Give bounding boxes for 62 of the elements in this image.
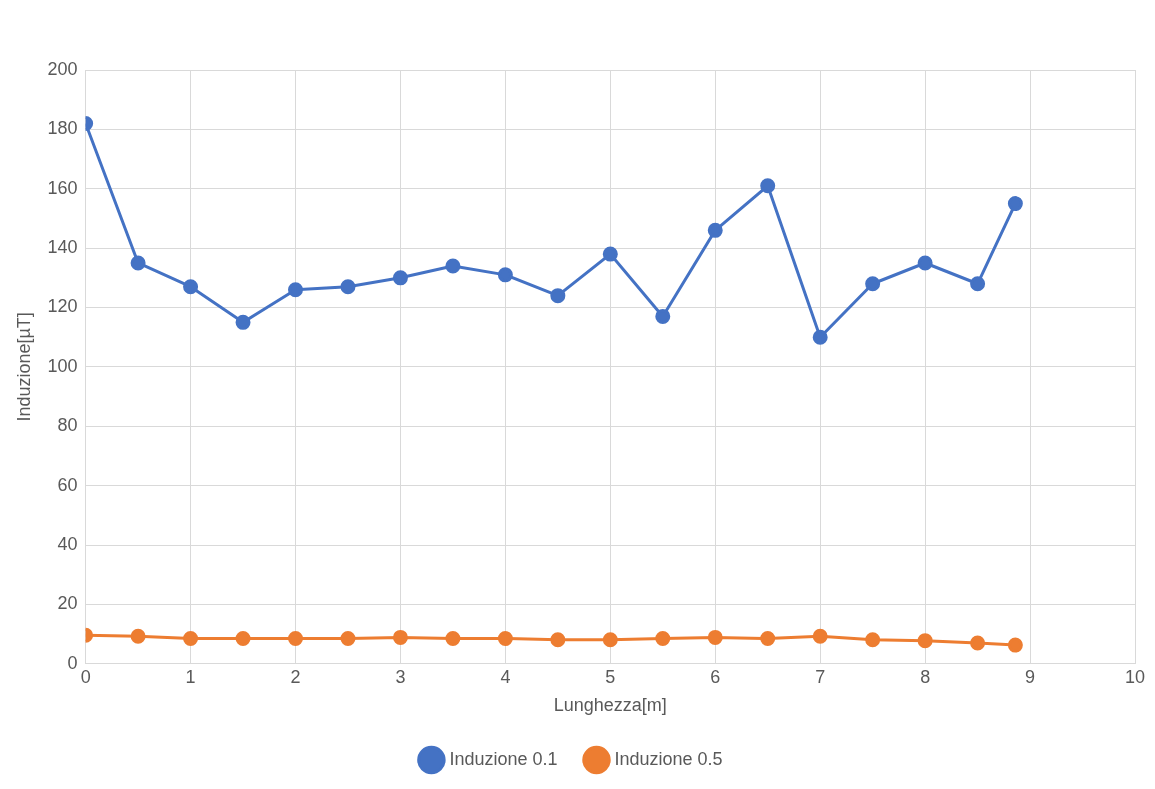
x-tick-label: 10 (1124, 666, 1146, 687)
point (1007, 637, 1023, 653)
point (340, 631, 356, 647)
point (288, 631, 304, 647)
y-tick-label: 40 (57, 534, 78, 555)
x-tick-label: 0 (80, 666, 91, 687)
x-tick-label: 8 (920, 666, 931, 687)
point (392, 629, 408, 645)
point (655, 308, 671, 324)
x-tick-label: 9 (1025, 666, 1036, 687)
point (760, 178, 776, 194)
point (183, 279, 199, 295)
point (812, 628, 828, 644)
point (130, 628, 146, 644)
point (865, 276, 881, 292)
y-tick-label: 180 (47, 118, 78, 139)
point (970, 276, 986, 292)
point (550, 288, 566, 304)
point (707, 222, 723, 238)
y-tick-label: 20 (57, 593, 78, 614)
legend-label: Induzione 0.1 (449, 748, 558, 769)
y-tick-label: 100 (47, 355, 78, 376)
point (497, 631, 513, 647)
y-tick-label: 120 (47, 296, 78, 317)
point (655, 631, 671, 647)
point (917, 633, 933, 649)
point (235, 314, 251, 330)
legend-label: Induzione 0.5 (614, 748, 723, 769)
point (1007, 196, 1023, 212)
point (392, 270, 408, 286)
x-tick-label: 5 (605, 666, 616, 687)
y-tick-label: 140 (47, 237, 78, 258)
point (707, 629, 723, 645)
point (602, 632, 618, 648)
y-tick-label: 160 (47, 177, 78, 198)
x-tick-label: 4 (500, 666, 511, 687)
y-axis-title: Induzione[µT] (13, 312, 34, 422)
point (760, 631, 776, 647)
point (445, 631, 461, 647)
x-tick-label: 3 (395, 666, 406, 687)
point (550, 632, 566, 648)
point (183, 631, 199, 647)
point (340, 279, 356, 295)
point (970, 635, 986, 651)
x-axis-title: Lunghezza[m] (553, 695, 667, 716)
x-tick-label: 2 (290, 666, 301, 687)
point (865, 632, 881, 648)
x-tick-label: 7 (815, 666, 826, 687)
x-tick-label: 6 (710, 666, 721, 687)
point (812, 329, 828, 345)
y-tick-label: 0 (67, 652, 78, 673)
point (497, 267, 513, 283)
x-tick-label: 1 (185, 666, 196, 687)
y-tick-label: 80 (57, 415, 78, 436)
point (130, 255, 146, 271)
point (602, 246, 618, 262)
point (445, 258, 461, 274)
y-tick-label: 200 (47, 58, 78, 79)
point (235, 631, 251, 647)
point (917, 255, 933, 271)
y-tick-label: 60 (57, 474, 78, 495)
point (288, 282, 304, 298)
